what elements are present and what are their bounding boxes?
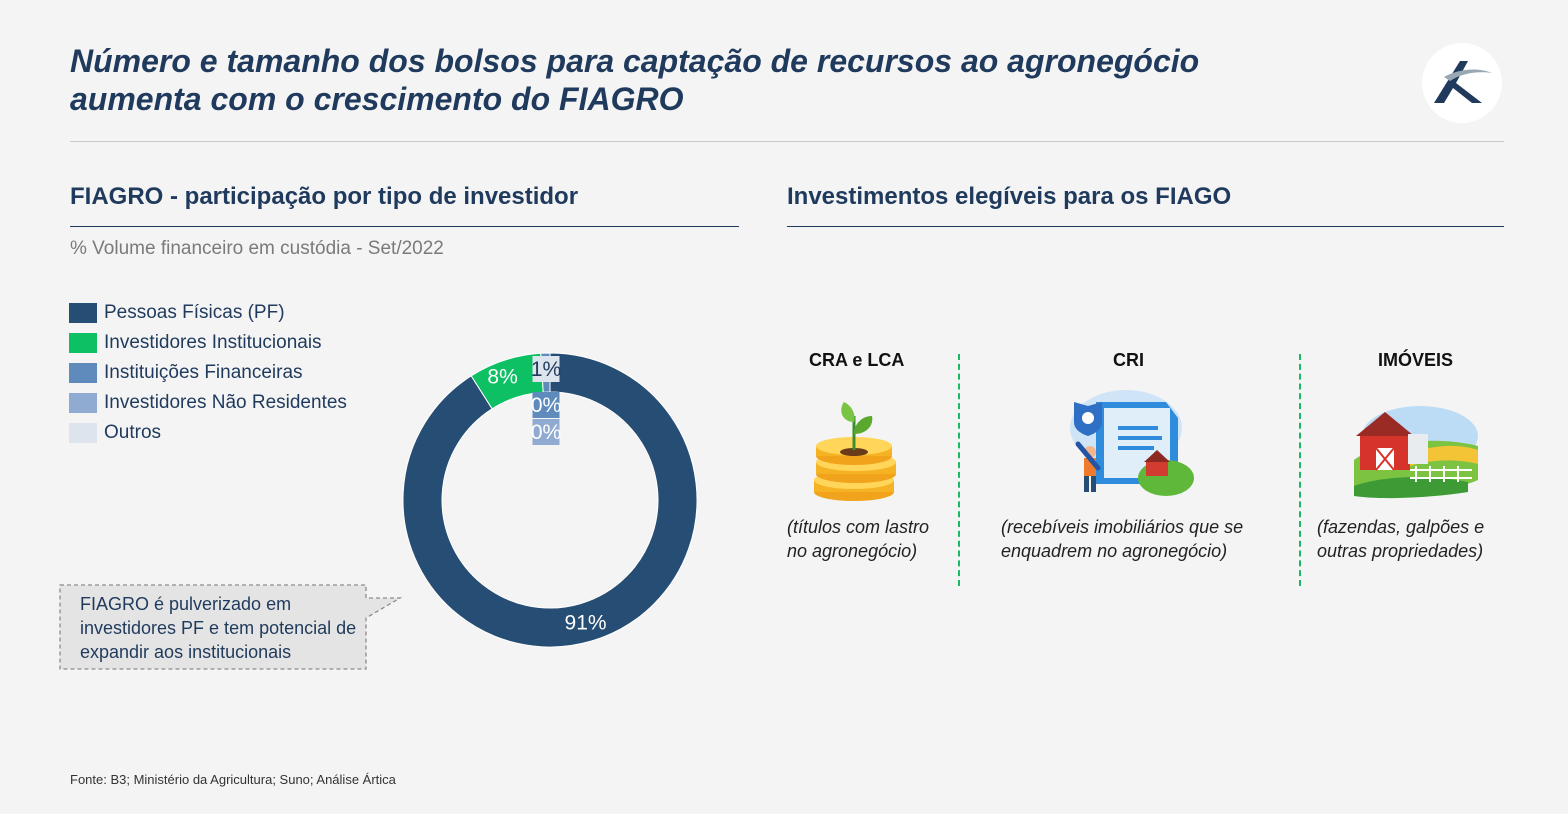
legend-label: Investidores Não Residentes [104,392,347,413]
callout-box [59,584,403,670]
artica-logo-icon [1434,61,1492,103]
donut-label-institucionais: 8% [487,366,517,389]
donut-label-outros: 0% [531,421,561,444]
legend-swatch [69,303,97,323]
chart-legend: Pessoas Físicas (PF) Investidores Institu… [69,298,347,448]
coin-plant-icon [814,402,896,501]
donut-label-financeiras: 1% [531,358,561,381]
legend-label: Outros [104,422,162,443]
page-title: Número e tamanho dos bolsos para captaçã… [70,42,1370,118]
legend-item: Instituições Financeiras [69,358,347,388]
legend-swatch [69,423,97,443]
donut-slice-pf [402,352,698,648]
legend-item: Investidores Institucionais [69,328,347,358]
column-divider [1299,354,1301,586]
legend-item: Investidores Não Residentes [69,388,347,418]
title-line-1: Número e tamanho dos bolsos para captaçã… [70,43,1200,79]
left-section-divider [70,226,739,227]
column-desc-line: enquadrem no agronegócio) [1001,541,1228,561]
donut-label-financeiras-bg [532,356,560,382]
legend-label: Investidores Institucionais [104,332,322,353]
farm-barn-icon [1354,406,1478,499]
donut-label-nao-residentes: 0% [531,394,561,417]
column-desc-line: (fazendas, galpões e [1317,517,1485,537]
investor-donut-chart: 91% 8% 1% 0% 0% [402,352,698,648]
donut-label-pf: 91% [565,611,607,634]
legend-label: Instituições Financeiras [104,362,303,383]
column-head-cri: CRI [1113,350,1144,370]
legend-swatch [69,393,97,413]
brand-logo [1422,43,1502,123]
donut-label-outros-bg [532,419,560,445]
column-divider [958,354,960,586]
donut-label-nao-residentes-bg [532,392,560,418]
source-note: Fonte: B3; Ministério da Agricultura; Su… [70,772,396,787]
legend-label: Pessoas Físicas (PF) [104,302,285,323]
chart-subtitle: % Volume financeiro em custódia - Set/20… [70,238,444,259]
column-head-cra-lca: CRA e LCA [809,350,905,370]
column-desc-cra-lca: (títulos com lastro no agronegócio) [787,515,929,563]
contract-farm-icon [1070,390,1194,496]
column-desc-line: (recebíveis imobiliários que se [1001,517,1244,537]
right-section-divider [787,226,1504,227]
legend-swatch [69,363,97,383]
column-head-imoveis: IMÓVEIS [1378,350,1454,370]
left-section-title: FIAGRO - participação por tipo de invest… [70,183,579,210]
title-line-2: aumenta com o crescimento do FIAGRO [70,81,684,117]
legend-item: Pessoas Físicas (PF) [69,298,347,328]
legend-swatch [69,333,97,353]
legend-item: Outros [69,418,347,448]
column-desc-cri: (recebíveis imobiliários que se enquadre… [1001,515,1243,563]
column-desc-line: (títulos com lastro [787,517,930,537]
right-section-title: Investimentos elegíveis para os FIAGO [787,183,1232,210]
column-desc-imoveis: (fazendas, galpões e outras propriedades… [1317,515,1484,563]
column-desc-line: no agronegócio) [787,541,918,561]
header-divider [70,141,1504,142]
callout-text: FIAGRO é pulverizado em investidores PF … [80,594,357,662]
column-desc-line: outras propriedades) [1317,541,1484,561]
